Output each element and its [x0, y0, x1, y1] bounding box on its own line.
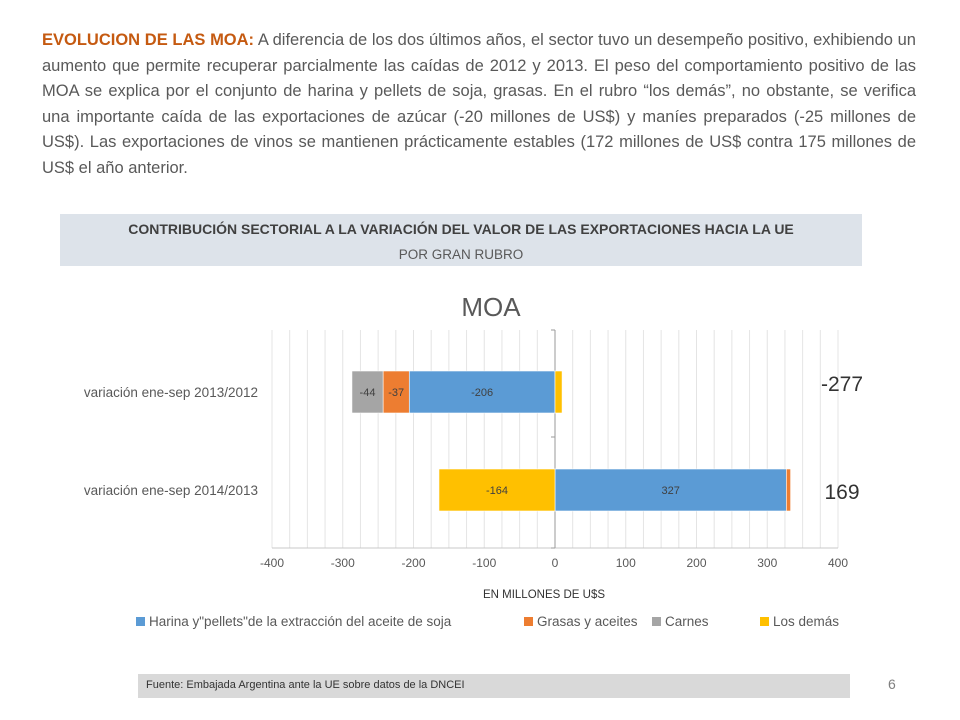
bar-data-label: -37 — [388, 387, 404, 399]
row-total-label: -277 — [821, 373, 863, 396]
x-tick-label: 200 — [686, 556, 706, 570]
category-label: variación ene-sep 2014/2013 — [84, 483, 258, 498]
bar-data-label: -206 — [471, 387, 493, 399]
bar-segment — [408, 370, 556, 414]
row-total-label: 169 — [824, 481, 859, 504]
intro-paragraph: EVOLUCION DE LAS MOA: A diferencia de lo… — [42, 28, 916, 181]
legend-swatch — [524, 617, 533, 626]
x-tick-label: -400 — [260, 556, 284, 570]
legend-label: Los demás — [773, 614, 839, 629]
bar-segment — [554, 468, 787, 512]
chart-banner: CONTRIBUCIÓN SECTORIAL A LA VARIACIÓN DE… — [60, 214, 862, 266]
x-axis-label: EN MILLONES DE U$S — [483, 589, 605, 601]
moa-chart: MOA -400 -300 -200 -100 0 100 200 300 400 EN MILLO… — [84, 292, 863, 629]
x-tick-label: -200 — [401, 556, 425, 570]
bar-data-label: 327 — [661, 485, 679, 497]
legend-swatch — [760, 617, 769, 626]
bar-data-label: -44 — [360, 387, 376, 399]
bar-segment — [382, 370, 410, 414]
legend-label: Grasas y aceites — [537, 614, 638, 629]
bar-segment — [786, 468, 791, 512]
page-number: 6 — [888, 676, 896, 692]
banner-subtitle: POR GRAN RUBRO — [398, 247, 524, 262]
legend-label: Carnes — [665, 614, 709, 629]
source-text: Fuente: Embajada Argentina ante la UE so… — [146, 679, 465, 691]
legend-swatch — [136, 617, 145, 626]
banner-title: CONTRIBUCIÓN SECTORIAL A LA VARIACIÓN DE… — [128, 221, 794, 237]
legend-label: Harina y"pellets"de la extracción del ac… — [149, 614, 452, 629]
bar-segment — [554, 370, 563, 414]
x-tick-label: -100 — [472, 556, 496, 570]
category-label: variación ene-sep 2013/2012 — [84, 385, 258, 400]
bar-data-label: -164 — [486, 485, 508, 497]
x-tick-label: -300 — [331, 556, 355, 570]
x-tick-label: 300 — [757, 556, 777, 570]
intro-lead: EVOLUCION DE LAS MOA: — [42, 31, 255, 49]
source-footer: Fuente: Embajada Argentina ante la UE so… — [138, 674, 850, 698]
x-tick-label: 400 — [828, 556, 848, 570]
legend-swatch — [652, 617, 661, 626]
x-tick-label: 100 — [616, 556, 636, 570]
x-tick-label: 0 — [552, 556, 559, 570]
bar-segment — [438, 468, 556, 512]
intro-body: A diferencia de los dos últimos años, el… — [42, 31, 916, 177]
bar-segment — [351, 370, 384, 414]
chart-title: MOA — [461, 292, 521, 322]
